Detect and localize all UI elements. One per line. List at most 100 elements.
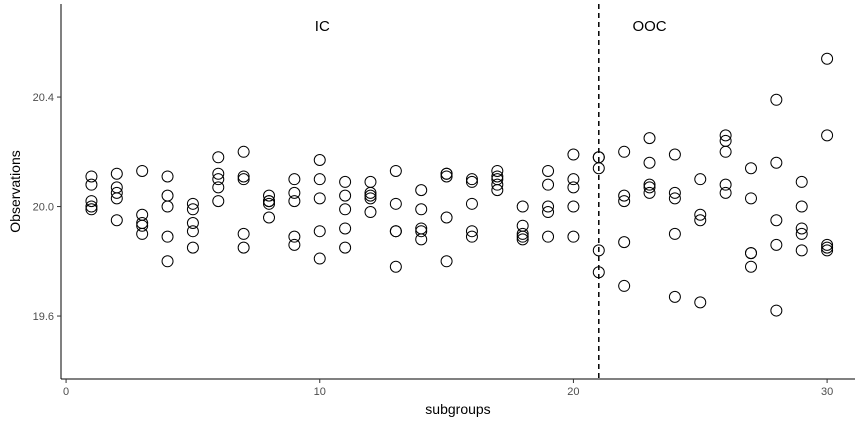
data-point xyxy=(237,145,250,158)
data-point xyxy=(212,181,225,194)
y-ticks: 19.6 20.0 20.4 xyxy=(33,92,61,323)
data-point xyxy=(694,296,707,309)
y-tick-label: 20.4 xyxy=(33,92,54,104)
data-point xyxy=(668,148,681,161)
data-point xyxy=(618,189,631,202)
data-point xyxy=(821,238,834,251)
data-point xyxy=(186,216,199,229)
data-point xyxy=(795,200,808,213)
data-point xyxy=(313,192,326,205)
data-point xyxy=(212,195,225,208)
data-point xyxy=(364,192,377,205)
data-point xyxy=(618,236,631,249)
data-point xyxy=(288,186,301,199)
data-point xyxy=(186,225,199,238)
data-point xyxy=(694,173,707,186)
data-point xyxy=(263,189,276,202)
data-point xyxy=(313,154,326,167)
data-point xyxy=(694,214,707,227)
data-point xyxy=(744,247,757,260)
data-point xyxy=(770,238,783,251)
data-point xyxy=(821,241,834,254)
data-point xyxy=(136,216,149,229)
data-point xyxy=(110,214,123,227)
data-point xyxy=(364,189,377,202)
data-point xyxy=(389,225,402,238)
data-point xyxy=(821,244,834,257)
data-point xyxy=(85,200,98,213)
data-point xyxy=(288,230,301,243)
data-point xyxy=(465,225,478,238)
data-point xyxy=(85,170,98,183)
data-point xyxy=(288,238,301,251)
data-point xyxy=(110,186,123,199)
data-point xyxy=(719,129,732,142)
y-tick-label: 20.0 xyxy=(33,202,54,214)
data-point xyxy=(313,173,326,186)
data-point xyxy=(85,203,98,216)
data-point xyxy=(364,186,377,199)
x-axis-title: subgroups xyxy=(425,401,490,417)
data-point xyxy=(313,252,326,265)
x-tick-label: 10 xyxy=(314,386,326,398)
data-point xyxy=(491,178,504,191)
data-point xyxy=(668,192,681,205)
data-point xyxy=(212,151,225,164)
data-point xyxy=(415,225,428,238)
data-point xyxy=(263,195,276,208)
data-point xyxy=(212,167,225,180)
data-point xyxy=(161,230,174,243)
x-tick-label: 0 xyxy=(63,386,69,398)
data-point xyxy=(339,241,352,254)
data-point xyxy=(795,222,808,235)
data-point xyxy=(491,184,504,197)
data-point xyxy=(744,162,757,175)
data-point xyxy=(821,129,834,142)
y-axis-title: Observations xyxy=(7,150,23,232)
data-point xyxy=(136,227,149,240)
data-point xyxy=(186,241,199,254)
data-point xyxy=(339,203,352,216)
data-point xyxy=(339,222,352,235)
x-ticks: 0 10 20 30 xyxy=(63,379,833,398)
data-point xyxy=(465,175,478,188)
data-point xyxy=(288,195,301,208)
data-point xyxy=(339,175,352,188)
x-tick-label: 30 xyxy=(821,386,833,398)
data-point xyxy=(744,192,757,205)
data-point xyxy=(415,222,428,235)
data-point xyxy=(415,233,428,246)
data-point xyxy=(719,186,732,199)
data-point xyxy=(643,178,656,191)
data-point xyxy=(668,186,681,199)
data-point xyxy=(542,178,555,191)
data-point xyxy=(440,170,453,183)
annotation-ooc: OOC xyxy=(632,18,666,35)
data-point xyxy=(136,164,149,177)
data-point xyxy=(567,200,580,213)
data-point xyxy=(313,225,326,238)
data-point xyxy=(770,214,783,227)
data-point xyxy=(364,175,377,188)
x-tick-label: 20 xyxy=(567,386,579,398)
data-point xyxy=(288,173,301,186)
data-point xyxy=(212,173,225,186)
data-point xyxy=(389,260,402,273)
data-point xyxy=(339,189,352,202)
data-point xyxy=(440,255,453,268)
data-point xyxy=(618,279,631,292)
data-point xyxy=(263,197,276,210)
data-point xyxy=(136,219,149,232)
data-point xyxy=(237,241,250,254)
data-point xyxy=(592,162,605,175)
data-point xyxy=(161,255,174,268)
data-point xyxy=(516,230,529,243)
data-point xyxy=(389,197,402,210)
data-point xyxy=(465,197,478,210)
data-point xyxy=(694,208,707,221)
data-point xyxy=(795,227,808,240)
data-point xyxy=(643,186,656,199)
data-point xyxy=(567,181,580,194)
data-point xyxy=(516,227,529,240)
